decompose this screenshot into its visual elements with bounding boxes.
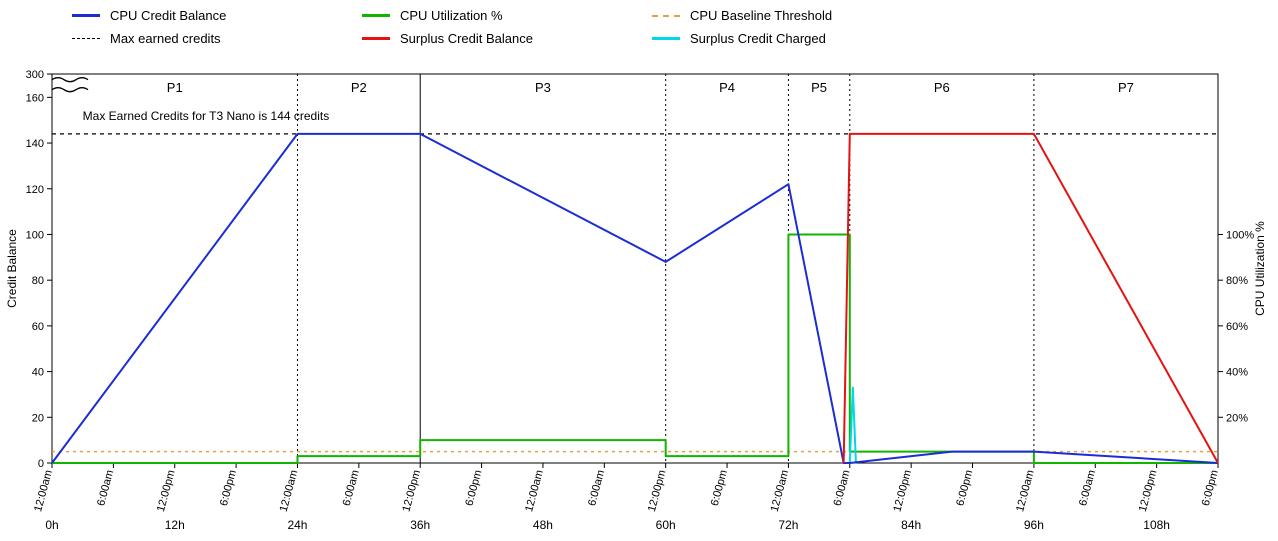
x-tick-label: 6:00am bbox=[1077, 469, 1098, 508]
legend-label: Surplus Credit Balance bbox=[400, 31, 533, 46]
legend-swatch bbox=[72, 14, 100, 17]
x-tick-label: 12:00am bbox=[1014, 469, 1037, 513]
x-hour-label: 60h bbox=[656, 518, 676, 532]
legend-item: Surplus Credit Balance bbox=[362, 31, 652, 46]
x-tick-label: 12:00pm bbox=[400, 469, 423, 513]
y-tick-label: 20 bbox=[32, 412, 44, 424]
legend-swatch bbox=[652, 15, 680, 17]
legend-item: Max earned credits bbox=[72, 31, 362, 46]
x-hour-label: 0h bbox=[45, 518, 58, 532]
plot-border bbox=[52, 74, 1218, 463]
legend-label: CPU Credit Balance bbox=[110, 8, 226, 23]
legend-item: Surplus Credit Charged bbox=[652, 31, 942, 46]
x-tick-label: 6:00pm bbox=[1200, 469, 1221, 508]
legend-item: CPU Credit Balance bbox=[72, 8, 362, 23]
x-hour-label: 24h bbox=[287, 518, 307, 532]
x-tick-label: 12:00am bbox=[32, 469, 55, 513]
legend-label: CPU Utilization % bbox=[400, 8, 503, 23]
legend-label: Max earned credits bbox=[110, 31, 221, 46]
y-tick-label: 40 bbox=[32, 367, 44, 379]
y2-tick-label: 100% bbox=[1226, 229, 1254, 241]
legend-swatch bbox=[362, 14, 390, 17]
axis-break-icon bbox=[52, 78, 88, 82]
x-tick-label: 6:00pm bbox=[218, 469, 239, 508]
legend-item: CPU Baseline Threshold bbox=[652, 8, 942, 23]
y2-tick-label: 60% bbox=[1226, 321, 1248, 333]
legend-swatch bbox=[362, 37, 390, 40]
y2-tick-label: 40% bbox=[1226, 367, 1248, 379]
x-hour-label: 12h bbox=[165, 518, 185, 532]
x-tick-label: 6:00am bbox=[95, 469, 116, 508]
phase-label: P3 bbox=[535, 80, 551, 95]
y-tick-label: 300 bbox=[26, 69, 44, 81]
y-tick-label: 60 bbox=[32, 321, 44, 333]
series-credit-balance bbox=[52, 134, 1218, 463]
x-tick-label: 12:00pm bbox=[1137, 469, 1160, 513]
series-surplus-balance bbox=[844, 134, 1218, 463]
legend-label: CPU Baseline Threshold bbox=[690, 8, 832, 23]
y-tick-label: 120 bbox=[26, 184, 44, 196]
y-tick-label: 100 bbox=[26, 229, 44, 241]
x-hour-label: 48h bbox=[533, 518, 553, 532]
chart-container: CPU Credit Balance CPU Utilization % CPU B… bbox=[0, 0, 1278, 541]
x-tick-label: 6:00am bbox=[586, 469, 607, 508]
x-tick-label: 12:00pm bbox=[155, 469, 178, 513]
x-hour-label: 36h bbox=[410, 518, 430, 532]
legend-swatch bbox=[652, 37, 680, 40]
x-tick-label: 12:00am bbox=[523, 469, 546, 513]
legend-label: Surplus Credit Charged bbox=[690, 31, 826, 46]
x-tick-label: 12:00pm bbox=[646, 469, 669, 513]
phase-label: P7 bbox=[1118, 80, 1134, 95]
y-axis-label: Credit Balance bbox=[5, 229, 19, 308]
legend: CPU Credit Balance CPU Utilization % CPU B… bbox=[72, 8, 1232, 54]
phase-label: P2 bbox=[351, 80, 367, 95]
x-hour-label: 96h bbox=[1024, 518, 1044, 532]
y2-axis-label: CPU Utilization % bbox=[1253, 221, 1267, 316]
x-hour-label: 84h bbox=[901, 518, 921, 532]
x-tick-label: 6:00pm bbox=[709, 469, 730, 508]
chart-svg: 0 20 40 60 80 100 120 140 160 300 Credit Balance 20… bbox=[0, 0, 1278, 541]
axis-break-icon bbox=[52, 88, 88, 92]
phase-label: P4 bbox=[719, 80, 735, 95]
x-hour-label: 108h bbox=[1143, 518, 1170, 532]
chart-annotation: Max Earned Credits for T3 Nano is 144 cr… bbox=[83, 109, 330, 123]
x-tick-label: 6:00pm bbox=[463, 469, 484, 508]
x-tick-label: 6:00am bbox=[341, 469, 362, 508]
x-tick-label: 12:00pm bbox=[891, 469, 914, 513]
series-cpu-util bbox=[52, 234, 1218, 463]
y-tick-label: 0 bbox=[38, 458, 44, 470]
y2-tick-label: 80% bbox=[1226, 275, 1248, 287]
x-tick-label: 6:00am bbox=[832, 469, 853, 508]
phase-label: P5 bbox=[811, 80, 827, 95]
x-hour-label: 72h bbox=[778, 518, 798, 532]
phase-label: P1 bbox=[167, 80, 183, 95]
y-tick-label: 140 bbox=[26, 138, 44, 150]
y-tick-label: 160 bbox=[26, 92, 44, 104]
x-tick-label: 6:00pm bbox=[954, 469, 975, 508]
y2-tick-label: 20% bbox=[1226, 412, 1248, 424]
legend-item: CPU Utilization % bbox=[362, 8, 652, 23]
x-tick-label: 12:00am bbox=[278, 469, 301, 513]
legend-swatch bbox=[72, 38, 100, 39]
y-tick-label: 80 bbox=[32, 275, 44, 287]
phase-label: P6 bbox=[934, 80, 950, 95]
x-tick-label: 12:00am bbox=[769, 469, 792, 513]
